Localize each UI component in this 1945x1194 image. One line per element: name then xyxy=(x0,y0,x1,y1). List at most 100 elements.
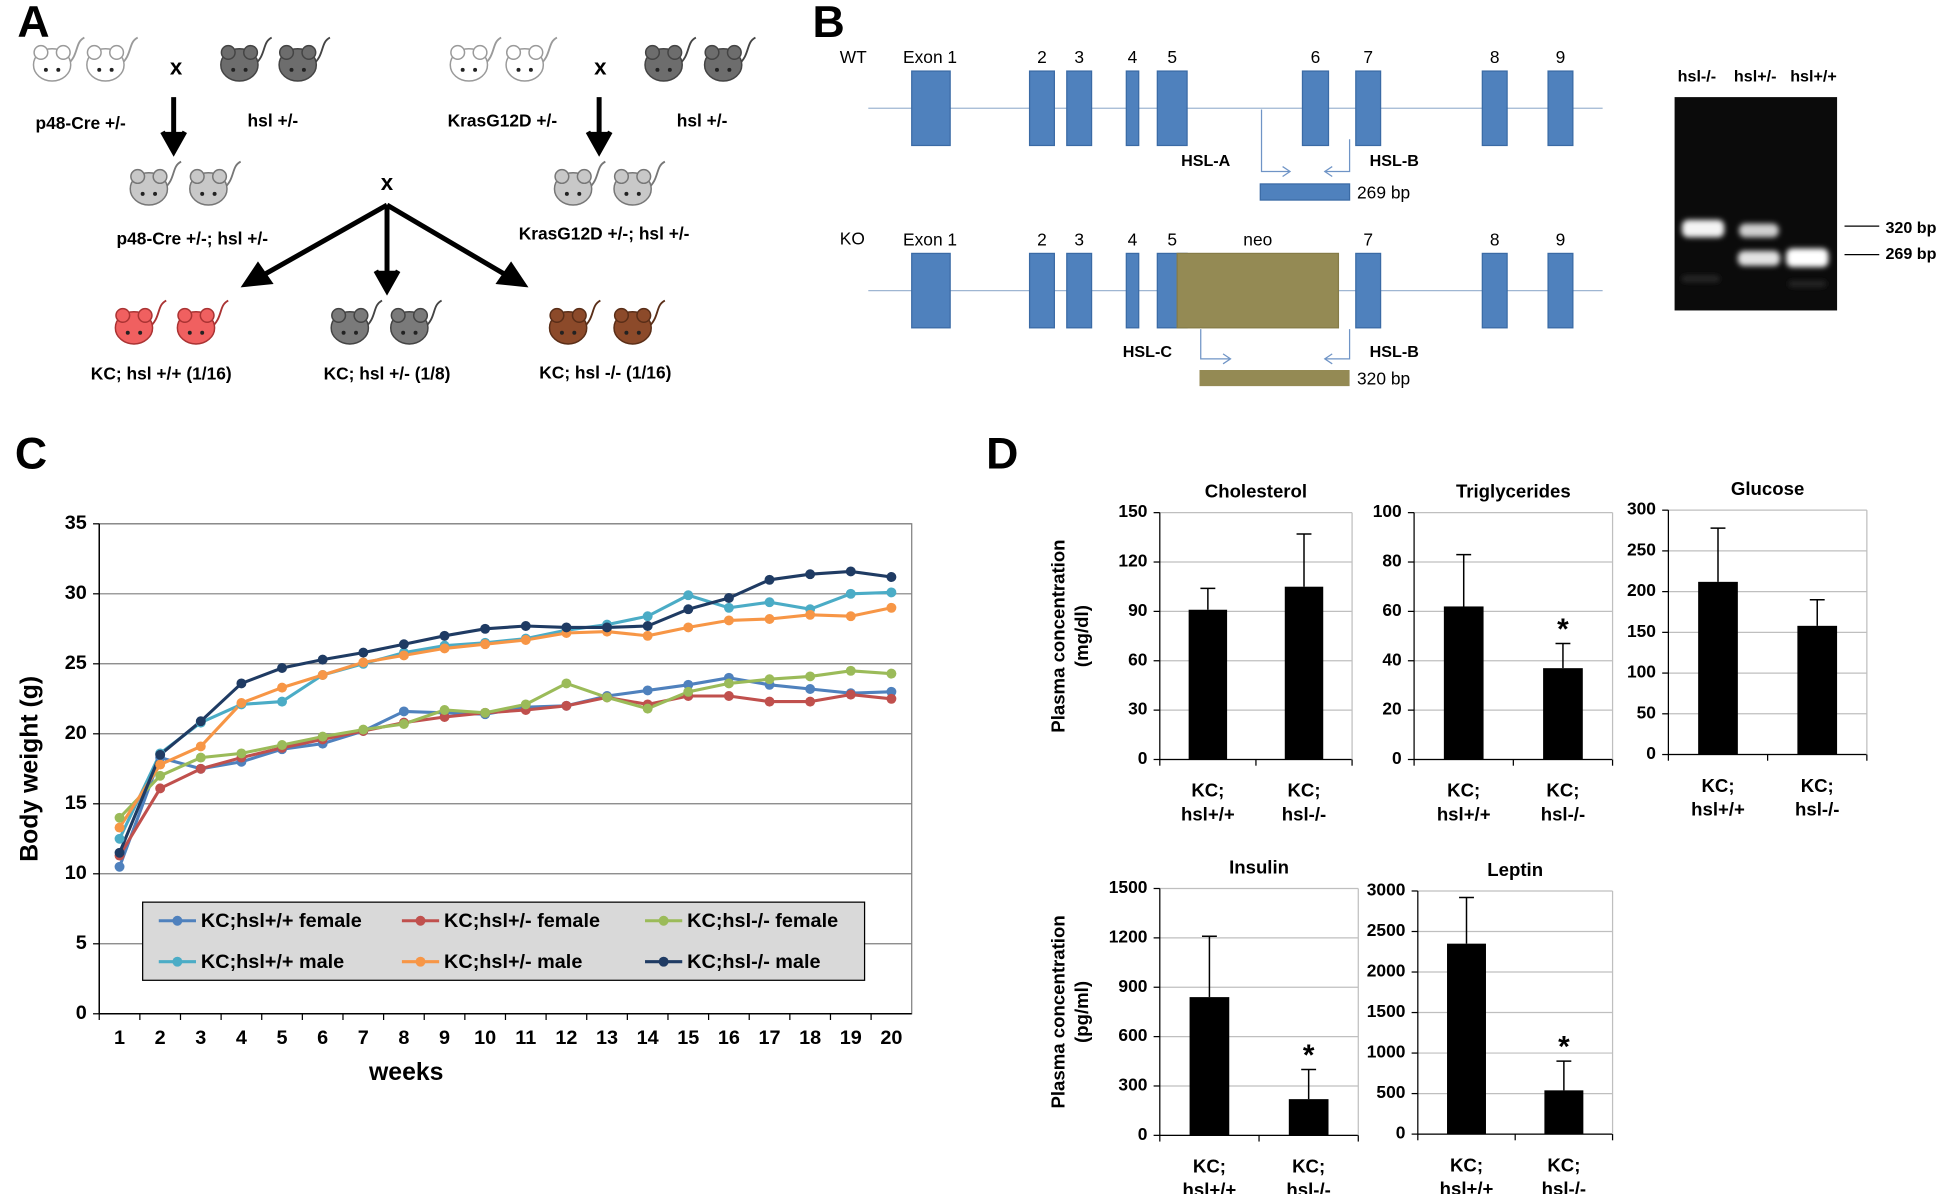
data-point xyxy=(358,657,369,668)
data-point xyxy=(683,622,694,633)
mouse-ear xyxy=(704,44,720,61)
x-tick-label: KC; hsl+/+ xyxy=(1691,775,1745,820)
y-tick-label: 20 xyxy=(1382,699,1401,719)
y-tick-label: 900 xyxy=(1118,976,1147,996)
gel-image xyxy=(1674,97,1838,311)
data-point xyxy=(439,630,450,641)
legend-swatch xyxy=(658,915,669,926)
lane-label: hsl-/- xyxy=(1678,68,1716,86)
data-point xyxy=(723,678,734,689)
data-point xyxy=(805,696,816,707)
mouse-ear xyxy=(644,44,661,61)
data-point xyxy=(845,566,856,577)
error-bar xyxy=(1456,553,1472,607)
genotype-label: p48-Cre +/-; hsl +/- xyxy=(117,228,269,248)
data-point xyxy=(764,614,775,624)
data-point xyxy=(155,783,166,794)
x-tick-label: 1 xyxy=(114,1027,125,1049)
legend-label: KC;hsl-/- male xyxy=(687,951,820,973)
y-tick-label: 2500 xyxy=(1367,920,1406,940)
mouse-ear xyxy=(199,307,215,323)
y-tick-label: 0 xyxy=(1646,743,1656,763)
x-tick-label: 17 xyxy=(759,1027,781,1049)
data-point xyxy=(886,686,897,697)
mouse-icon xyxy=(176,299,229,345)
exon xyxy=(1156,70,1188,147)
neo-cassette xyxy=(1176,252,1340,329)
genotype-label: KC; hsl -/- (1/16) xyxy=(539,362,671,382)
x-tick-label: 3 xyxy=(195,1027,206,1049)
data-point xyxy=(805,684,816,694)
data-point xyxy=(845,611,856,622)
mouse-icon xyxy=(505,36,558,82)
genotype-label: hsl +/- xyxy=(248,110,299,130)
data-point xyxy=(398,706,409,717)
mouse-ear xyxy=(549,307,565,323)
mouse-eye xyxy=(289,67,294,72)
data-point xyxy=(561,700,572,711)
mouse-ear xyxy=(86,44,102,61)
significance-mark: * xyxy=(1557,613,1569,646)
mouse-eye xyxy=(516,67,521,72)
y-tick-label: 80 xyxy=(1382,551,1401,571)
data-point xyxy=(520,635,531,645)
data-point xyxy=(886,668,897,679)
data-point xyxy=(195,741,206,752)
exon-label: 5 xyxy=(1167,230,1177,250)
mouse-eye xyxy=(243,67,248,72)
x-tick-label: 9 xyxy=(439,1027,450,1049)
exon xyxy=(911,252,951,329)
product-label: 269 bp xyxy=(1357,182,1410,202)
data-point xyxy=(764,597,775,608)
exon xyxy=(1547,70,1574,147)
mouse-ear xyxy=(243,44,259,61)
exon xyxy=(1066,70,1093,147)
y-tick-label: 1500 xyxy=(1109,877,1148,897)
data-point xyxy=(398,719,409,729)
bar xyxy=(1447,943,1486,1135)
data-point xyxy=(805,609,816,620)
x-tick-label: 13 xyxy=(596,1027,618,1049)
mouse-ear xyxy=(636,307,652,323)
error-bar xyxy=(1296,533,1312,587)
error-bar xyxy=(1809,599,1825,626)
data-point xyxy=(398,639,409,650)
exon xyxy=(1125,70,1140,147)
mouse-ear xyxy=(130,168,146,185)
chart-title: Triglycerides xyxy=(1456,481,1571,502)
mouse-ear xyxy=(554,168,570,185)
y-tick-label: 60 xyxy=(1128,649,1147,669)
data-point xyxy=(114,812,125,823)
data-point xyxy=(764,674,775,685)
y-tick-label: 30 xyxy=(1128,699,1147,719)
mouse-ear xyxy=(667,44,683,61)
mouse-eye xyxy=(56,67,61,72)
series-line xyxy=(118,606,892,829)
mouse-icon xyxy=(189,160,242,206)
mouse-eye xyxy=(655,67,660,72)
mouse-eye xyxy=(43,67,48,72)
mouse-icons xyxy=(32,36,756,345)
genotype-label: KrasG12D +/- xyxy=(448,110,558,130)
exon-label: 3 xyxy=(1074,230,1084,250)
y-tick-label: 0 xyxy=(1138,1124,1148,1144)
mouse-icon xyxy=(220,36,273,82)
y-axis-label: Plasma concentration (pg/ml) xyxy=(1047,915,1092,1108)
data-point xyxy=(683,604,694,615)
mouse-ear xyxy=(177,307,193,323)
x-tick-label: KC; hsl-/- xyxy=(1286,1156,1330,1194)
product-label: 320 bp xyxy=(1357,369,1410,389)
genotype-label: p48-Cre +/- xyxy=(36,113,126,133)
data-point xyxy=(277,682,288,693)
mouse-eye xyxy=(714,67,719,72)
data-point xyxy=(602,692,612,703)
mouse-eye xyxy=(636,191,641,196)
y-tick-label: 50 xyxy=(1637,702,1656,722)
primer-label: HSL-B xyxy=(1370,152,1419,170)
series-line xyxy=(118,569,892,854)
legend-swatch xyxy=(172,956,183,967)
y-tick-label: 200 xyxy=(1627,580,1656,600)
x-tick-label: KC; hsl-/- xyxy=(1541,780,1585,825)
panel-label: B xyxy=(812,0,844,47)
data-point xyxy=(439,712,450,722)
